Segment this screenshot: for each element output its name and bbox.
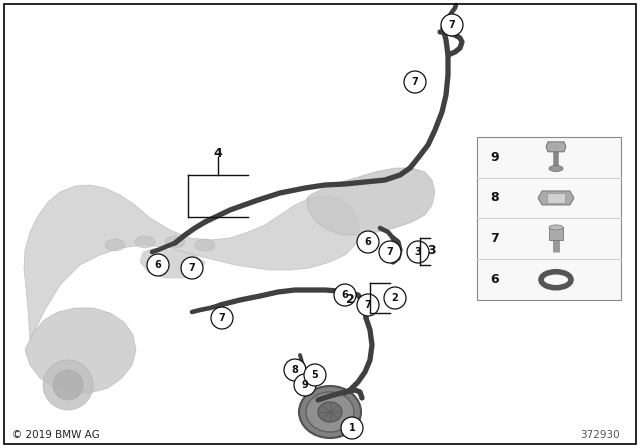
Text: 3: 3 <box>415 247 421 257</box>
Circle shape <box>357 231 379 253</box>
Circle shape <box>341 417 363 439</box>
Ellipse shape <box>53 370 83 400</box>
Text: © 2019 BMW AG: © 2019 BMW AG <box>12 430 100 440</box>
Circle shape <box>294 374 316 396</box>
Ellipse shape <box>43 360 93 410</box>
Text: 8: 8 <box>292 365 298 375</box>
Circle shape <box>379 241 401 263</box>
Text: 6: 6 <box>155 260 161 270</box>
Circle shape <box>304 364 326 386</box>
Text: 7: 7 <box>449 20 456 30</box>
Circle shape <box>284 359 306 381</box>
Polygon shape <box>24 185 360 340</box>
Ellipse shape <box>165 236 185 248</box>
Text: 3: 3 <box>428 244 436 257</box>
Circle shape <box>147 254 169 276</box>
Ellipse shape <box>549 165 563 172</box>
Circle shape <box>384 287 406 309</box>
Ellipse shape <box>318 402 342 422</box>
Circle shape <box>407 241 429 263</box>
Text: 4: 4 <box>214 146 222 159</box>
Bar <box>547 193 565 203</box>
Text: 9: 9 <box>301 380 308 390</box>
Ellipse shape <box>105 239 125 251</box>
Text: 6: 6 <box>342 290 348 300</box>
Text: 8: 8 <box>490 191 499 204</box>
Ellipse shape <box>299 386 361 438</box>
Bar <box>477 137 621 300</box>
Circle shape <box>181 257 203 279</box>
Ellipse shape <box>306 392 354 432</box>
Text: 1: 1 <box>349 423 355 433</box>
Text: 5: 5 <box>312 370 318 380</box>
Circle shape <box>357 294 379 316</box>
Circle shape <box>211 307 233 329</box>
Circle shape <box>404 71 426 93</box>
Text: 2: 2 <box>392 293 398 303</box>
Ellipse shape <box>135 236 155 248</box>
Text: 6: 6 <box>490 273 499 286</box>
Text: 6: 6 <box>365 237 371 247</box>
Ellipse shape <box>195 239 215 251</box>
Circle shape <box>441 14 463 36</box>
Text: 7: 7 <box>219 313 225 323</box>
Polygon shape <box>307 168 435 235</box>
Text: 2: 2 <box>346 293 355 306</box>
Circle shape <box>334 284 356 306</box>
Bar <box>549 228 563 241</box>
Text: 9: 9 <box>490 151 499 164</box>
Text: 7: 7 <box>387 247 394 257</box>
Text: 7: 7 <box>365 300 371 310</box>
Text: 7: 7 <box>412 77 419 87</box>
Polygon shape <box>546 142 566 152</box>
Text: 7: 7 <box>490 233 499 246</box>
Text: 7: 7 <box>189 263 195 273</box>
Polygon shape <box>140 248 205 278</box>
Polygon shape <box>538 191 574 205</box>
Ellipse shape <box>549 225 563 230</box>
Polygon shape <box>25 308 136 393</box>
Text: 372930: 372930 <box>580 430 620 440</box>
